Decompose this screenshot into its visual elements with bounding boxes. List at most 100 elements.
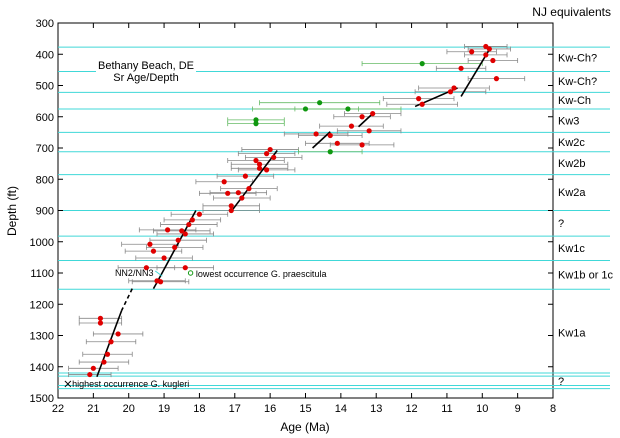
- y-tick-label-8: 1100: [30, 268, 54, 280]
- y-tick-label-5: 800: [36, 174, 54, 186]
- highest-occurrence-marker-b: [64, 380, 72, 388]
- point-red-40: [175, 237, 181, 243]
- y-tick-label-0: 300: [36, 18, 54, 30]
- point-red-56: [87, 371, 93, 378]
- point-red-9: [416, 96, 422, 102]
- chart-title-line-2: Sr Age/Depth: [113, 72, 178, 84]
- regression-line-0: [460, 49, 491, 97]
- lowest-occurrence-marker: [187, 270, 194, 276]
- point-red-38: [179, 228, 185, 234]
- nn2-nn3-marker: [154, 270, 163, 277]
- point-red-17: [334, 140, 340, 146]
- x-tick-label-14: 8: [550, 403, 556, 415]
- y-tick-label-9: 1200: [30, 299, 54, 311]
- annotation-2: lowest occurrence G. praescitula: [196, 269, 327, 279]
- point-red-53: [104, 351, 111, 357]
- point-red-42: [172, 244, 178, 250]
- sequence-boundaries: [58, 46, 610, 390]
- x-tick-label-3: 19: [158, 403, 170, 415]
- point-red-20: [264, 151, 270, 157]
- x-tick-label-1: 21: [87, 403, 99, 415]
- regression-line-2: [357, 113, 374, 128]
- point-red-18: [359, 142, 365, 148]
- point-red-11: [359, 114, 365, 120]
- nj-unit-label-0: Kw-Ch?: [558, 52, 597, 64]
- x-tick-label-10: 12: [405, 403, 417, 415]
- nj-unit-label-8: Kw1c: [558, 243, 585, 255]
- point-red-51: [115, 331, 121, 337]
- point-red-35: [189, 217, 195, 223]
- point-red-2: [469, 49, 475, 55]
- point-red-32: [228, 203, 234, 209]
- point-green-4: [253, 117, 259, 123]
- point-red-19: [267, 146, 273, 153]
- data-points: [87, 43, 500, 378]
- point-red-46: [182, 265, 188, 271]
- nj-unit-label-5: Kw2b: [558, 158, 586, 170]
- point-green-3: [345, 106, 351, 112]
- point-red-3: [483, 52, 489, 58]
- x-tick-label-7: 15: [299, 403, 311, 415]
- point-red-16: [327, 132, 333, 139]
- nj-unit-labels: Kw-Ch? Kw-Ch? Kw-Ch Kw3 Kw2c Kw2b Kw2a? Kw1c Kw1…: [558, 52, 614, 387]
- y-axis: 300 400 500 600 700 800 900 1000 1100 1200 1300 140…: [30, 18, 553, 405]
- nj-unit-label-3: Kw3: [558, 116, 579, 128]
- chart-title-line-1: Bethany Beach, DE: [98, 60, 194, 72]
- point-red-10: [419, 101, 425, 107]
- point-red-39: [182, 231, 188, 237]
- point-red-14: [366, 128, 372, 134]
- x-axis: 22 21 20 19 18 17 16 15 14 13 12 11 10 9 8: [52, 23, 556, 415]
- point-red-34: [196, 211, 203, 217]
- x-tick-label-0: 22: [52, 403, 64, 415]
- point-red-33: [228, 207, 234, 214]
- point-green-2: [302, 106, 309, 112]
- nj-unit-label-4: Kw2c: [558, 137, 585, 149]
- regression-line-4: [230, 150, 278, 212]
- x-tick-label-2: 20: [123, 403, 135, 415]
- point-red-30: [225, 190, 231, 196]
- y-tick-label-12: 1500: [30, 393, 54, 405]
- regression-line-3: [312, 131, 331, 149]
- point-red-21: [271, 154, 277, 160]
- x-tick-label-9: 13: [370, 403, 382, 415]
- point-red-55: [90, 365, 96, 371]
- nj-unit-label-6: Kw2a: [558, 187, 586, 199]
- point-red-41: [147, 241, 153, 247]
- point-red-1: [486, 46, 492, 52]
- point-red-45: [143, 265, 149, 271]
- point-red-52: [108, 339, 114, 345]
- point-red-54: [101, 359, 107, 365]
- x-tick-label-11: 11: [441, 403, 452, 415]
- point-red-8: [447, 89, 454, 95]
- annotation-1: highest occurrence G. kugleri: [72, 379, 189, 389]
- x-tick-label-4: 18: [193, 403, 205, 415]
- point-red-22: [253, 157, 259, 164]
- point-green-5: [253, 121, 259, 127]
- point-red-50: [97, 320, 104, 326]
- regression-line-6: [152, 281, 158, 290]
- annotation-0: NN2/NN3: [115, 268, 154, 278]
- point-green-0: [419, 61, 425, 67]
- y-tick-label-6: 900: [36, 206, 54, 218]
- point-red-44: [161, 255, 167, 261]
- point-red-28: [246, 186, 252, 192]
- point-red-25: [264, 167, 270, 173]
- x-tick-label-13: 9: [515, 403, 521, 415]
- point-red-13: [348, 123, 355, 129]
- point-red-48: [157, 279, 164, 285]
- nj-equivalents-title: NJ equivalents: [532, 5, 611, 19]
- point-red-12: [370, 111, 376, 117]
- y-tick-label-4: 700: [36, 143, 54, 155]
- y-tick-label-2: 500: [36, 81, 54, 93]
- y-tick-label-3: 600: [36, 112, 54, 124]
- point-red-27: [221, 179, 227, 185]
- point-red-37: [165, 227, 171, 233]
- y-tick-label-1: 400: [36, 49, 54, 61]
- nj-unit-label-9: Kw1b or 1c: [558, 270, 614, 282]
- y-axis-title: Depth (ft): [5, 186, 19, 236]
- point-red-7: [451, 85, 457, 91]
- y-tick-label-10: 1300: [30, 331, 54, 343]
- x-tick-label-12: 10: [476, 403, 488, 415]
- title-background: [96, 58, 196, 84]
